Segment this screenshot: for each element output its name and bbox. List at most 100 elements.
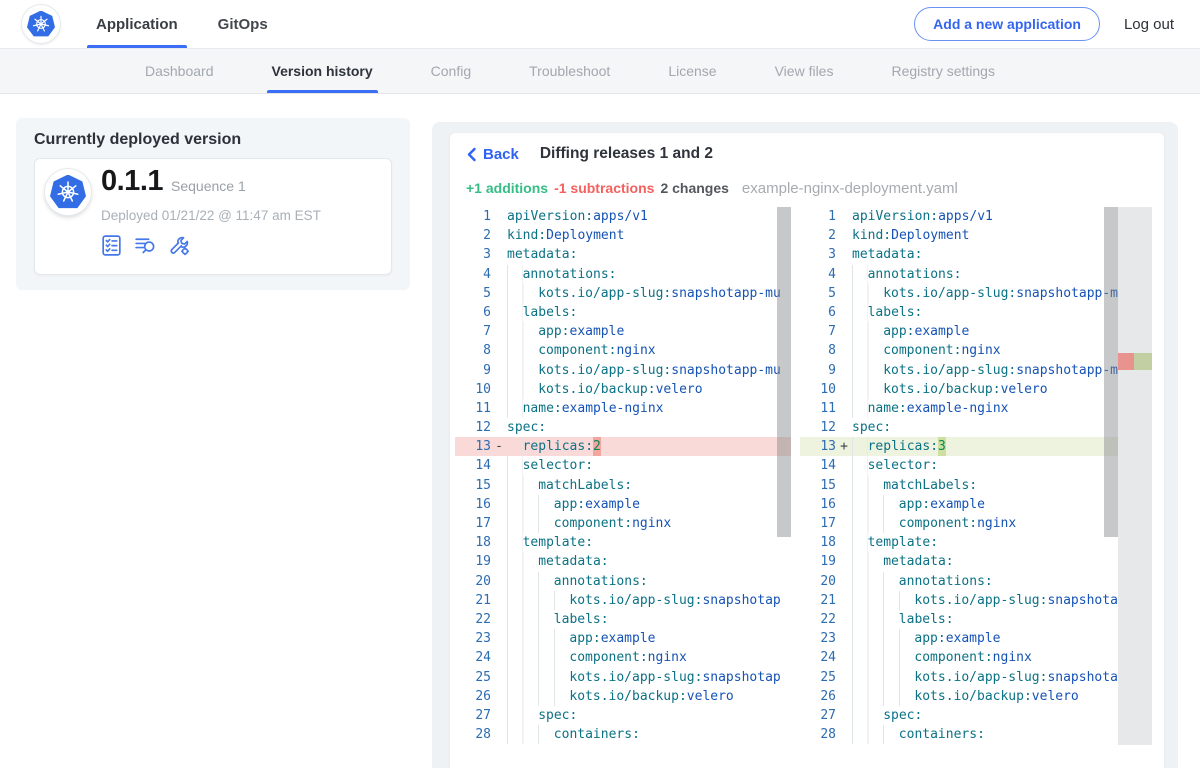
diff-panel-original: 1 apiVersion: apps/v1 2 kind: Deployment 3 me… bbox=[455, 207, 791, 745]
deletion-marker bbox=[1118, 353, 1134, 370]
code-line-21: 21 kots.io/app-slug: snapshotap bbox=[455, 590, 791, 610]
code-line-5: 5 kots.io/app-slug: snapshotapp-mu bbox=[455, 283, 791, 303]
code-line-14: 14 selector: bbox=[455, 456, 791, 476]
code-line-2: 2 kind: Deployment bbox=[828, 228, 970, 244]
tab-version-history[interactable]: Version history bbox=[266, 49, 378, 93]
diff-outer-container: Back Diffing releases 1 and 2 +1 additio… bbox=[432, 122, 1178, 768]
nav-tab-gitops[interactable]: GitOps bbox=[217, 15, 268, 33]
code-line-20: 20 annotations: bbox=[455, 571, 791, 591]
helm-wheel-icon bbox=[32, 15, 50, 32]
tab-config[interactable]: Config bbox=[430, 63, 472, 79]
preflight-checks-icon[interactable] bbox=[99, 233, 124, 258]
code-line-23: 23 app: example bbox=[455, 629, 791, 649]
code-line-16: 16 app: example bbox=[800, 494, 1118, 514]
code-editor-modified: 1 apiVersion: apps/v1 2 kind: Deployment 3 me… bbox=[800, 207, 1118, 745]
code-line-10: 10 kots.io/backup: velero bbox=[455, 379, 791, 399]
nav-tab-application[interactable]: Application bbox=[87, 0, 187, 48]
code-line-6: 6 labels: bbox=[800, 302, 1118, 323]
kubernetes-logo bbox=[22, 5, 60, 43]
currently-deployed-card: Currently deployed version 0.1.1 Sequenc… bbox=[16, 118, 410, 290]
code-line-22: 22 labels: bbox=[455, 609, 791, 630]
tab-license[interactable]: License bbox=[668, 63, 717, 79]
code-line-19: 19 metadata: bbox=[800, 552, 1118, 572]
subtractions-count: -1 subtractions bbox=[554, 180, 655, 196]
code-line-13: 13 + replicas: 3 bbox=[800, 437, 1118, 457]
diff-filename: example-nginx-deployment.yaml bbox=[741, 180, 958, 197]
scrollbar-thumb[interactable] bbox=[1104, 207, 1118, 537]
code-line-27: 27 spec: bbox=[800, 705, 1118, 726]
deploy-logs-icon[interactable] bbox=[133, 233, 158, 258]
sequence-label: Sequence 1 bbox=[171, 178, 246, 194]
code-line-7: 7 app: example bbox=[800, 322, 1118, 342]
code-line-5: 5 kots.io/app-slug: snapshotapp-mu bbox=[800, 283, 1118, 303]
code-line-14: 14 selector: bbox=[800, 456, 1118, 476]
top-navbar: Application GitOps Add a new application… bbox=[0, 0, 1200, 49]
tab-registry-settings[interactable]: Registry settings bbox=[891, 63, 995, 79]
code-line-10: 10 kots.io/backup: velero bbox=[800, 379, 1118, 399]
back-button[interactable]: Back bbox=[466, 146, 519, 163]
code-line-1: 1 apiVersion: apps/v1 bbox=[483, 209, 648, 224]
kubernetes-heptagon-icon bbox=[50, 174, 86, 209]
code-line-8: 8 component: nginx bbox=[800, 341, 1118, 361]
additions-count: +1 additions bbox=[466, 180, 549, 196]
config-tools-icon[interactable] bbox=[167, 233, 192, 258]
code-line-28: 28 containers: bbox=[455, 725, 791, 745]
code-line-4: 4 annotations: bbox=[800, 264, 1118, 284]
code-line-4: 4 annotations: bbox=[455, 264, 791, 284]
chevron-left-icon bbox=[467, 147, 476, 161]
kubernetes-heptagon-icon bbox=[27, 10, 55, 37]
code-line-9: 9 kots.io/app-slug: snapshotapp-mu bbox=[800, 360, 1118, 380]
code-line-16: 16 app: example bbox=[455, 494, 791, 514]
code-line-28: 28 containers: bbox=[800, 725, 1118, 745]
logout-link[interactable]: Log out bbox=[1123, 15, 1174, 33]
code-line-13: 13- replicas: 2 bbox=[455, 437, 791, 457]
top-nav-tabs: Application GitOps bbox=[87, 0, 270, 48]
code-line-23: 23 app: example bbox=[800, 629, 1118, 649]
code-line-12: 12 spec: bbox=[475, 420, 547, 436]
code-line-18: 18 template: bbox=[800, 533, 1118, 553]
diff-panel-modified: 1 apiVersion: apps/v1 2 kind: Deployment 3 me… bbox=[800, 207, 1152, 745]
diff-panels: 1 apiVersion: apps/v1 2 kind: Deployment 3 me… bbox=[455, 207, 1152, 745]
code-line-11: 11 name: example-nginx bbox=[800, 398, 1118, 419]
tab-dashboard[interactable]: Dashboard bbox=[145, 63, 214, 79]
deployed-card-title: Currently deployed version bbox=[34, 131, 242, 148]
topnav-right: Add a new application Log out bbox=[914, 7, 1200, 41]
code-line-25: 25 kots.io/app-slug: snapshotap bbox=[800, 667, 1118, 687]
helm-wheel-icon bbox=[57, 181, 79, 202]
code-line-18: 18 template: bbox=[455, 533, 791, 553]
back-label: Back bbox=[483, 145, 519, 163]
app-subnav: Dashboard Version history Config Trouble… bbox=[0, 49, 1200, 94]
app-logo bbox=[45, 169, 91, 215]
code-line-1: 1 apiVersion: apps/v1 bbox=[828, 209, 993, 224]
code-line-24: 24 component: nginx bbox=[800, 648, 1118, 668]
deployed-timestamp: Deployed 01/21/22 @ 11:47 am EST bbox=[101, 208, 321, 223]
code-line-15: 15 matchLabels: bbox=[800, 475, 1118, 495]
code-line-17: 17 component: nginx bbox=[455, 514, 791, 534]
diff-title: Diffing releases 1 and 2 bbox=[539, 145, 714, 162]
code-line-3: 3 metadata: bbox=[483, 247, 578, 263]
diff-header: Back Diffing releases 1 and 2 bbox=[466, 145, 713, 163]
code-line-24: 24 component: nginx bbox=[455, 648, 791, 668]
code-line-19: 19 metadata: bbox=[455, 552, 791, 572]
tab-view-files[interactable]: View files bbox=[774, 63, 834, 79]
code-line-11: 11 name: example-nginx bbox=[455, 398, 791, 419]
code-line-9: 9 kots.io/app-slug: snapshotapp-mu bbox=[455, 360, 791, 380]
tab-troubleshoot[interactable]: Troubleshoot bbox=[529, 63, 611, 79]
code-line-26: 26 kots.io/backup: velero bbox=[800, 686, 1118, 706]
code-line-12: 12 spec: bbox=[820, 420, 892, 436]
overview-ruler bbox=[1118, 207, 1152, 745]
code-line-26: 26 kots.io/backup: velero bbox=[455, 686, 791, 706]
scrollbar-thumb[interactable] bbox=[777, 207, 791, 537]
code-editor-original: 1 apiVersion: apps/v1 2 kind: Deployment 3 me… bbox=[455, 207, 791, 745]
version-action-icons bbox=[99, 233, 192, 258]
diff-stats: +1 additions -1 subtractions 2 changes e… bbox=[466, 180, 958, 197]
diff-card: Back Diffing releases 1 and 2 +1 additio… bbox=[450, 133, 1164, 768]
version-number: 0.1.1 bbox=[101, 165, 164, 197]
code-line-6: 6 labels: bbox=[455, 302, 791, 323]
code-line-2: 2 kind: Deployment bbox=[483, 228, 625, 244]
code-line-3: 3 metadata: bbox=[828, 247, 923, 263]
add-application-button[interactable]: Add a new application bbox=[914, 7, 1100, 41]
code-line-8: 8 component: nginx bbox=[455, 341, 791, 361]
code-line-17: 17 component: nginx bbox=[800, 514, 1118, 534]
changes-count: 2 changes bbox=[660, 180, 729, 196]
